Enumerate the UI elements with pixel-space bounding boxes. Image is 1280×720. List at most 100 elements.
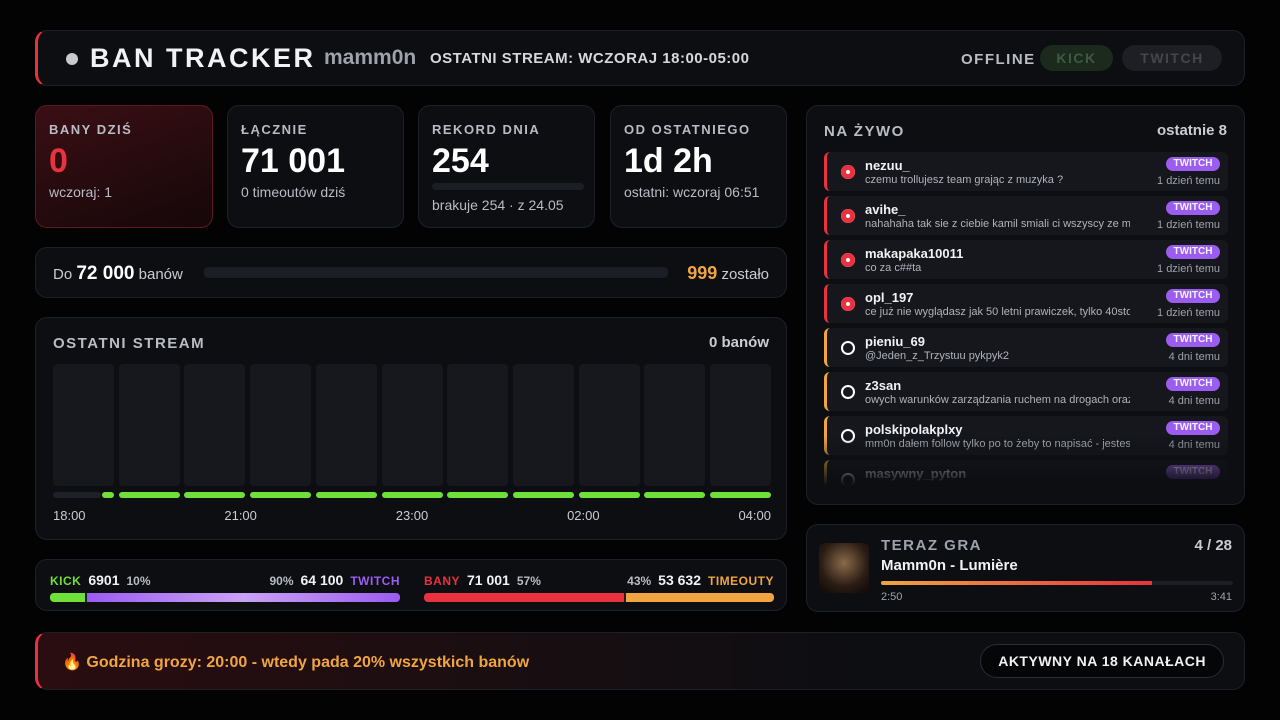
ban-icon [841, 209, 855, 223]
np-duration: 3:41 [1210, 591, 1232, 603]
stream-column [447, 364, 509, 486]
split-left-label: BANY [424, 574, 461, 588]
np-position: 4 / 28 [1194, 537, 1232, 554]
ban-user: nezuu_ [865, 158, 910, 173]
live-title: NA ŻYWO [824, 123, 905, 140]
ban-user: z3san [865, 378, 902, 393]
platform-pill[interactable]: TWITCH [1122, 45, 1222, 71]
stream-activity [710, 492, 771, 498]
x-label: 04:00 [738, 508, 771, 523]
np-title: TERAZ GRA [881, 537, 982, 554]
header: BAN TRACKER mamm0n OSTATNI STREAM: WCZOR… [35, 30, 1245, 86]
goal-prefix: Do [53, 266, 73, 283]
stream-activity [102, 492, 114, 498]
stream-activity [315, 492, 377, 498]
stream-title: OSTATNI STREAM [53, 335, 206, 352]
goal-track [204, 267, 668, 278]
goal-suffix: banów [138, 266, 183, 283]
split-right [625, 593, 774, 602]
split-left-label: KICK [50, 574, 82, 588]
stream-column [512, 364, 574, 486]
split-labels: KICK 6901 10% 90% 64 100 TWITCH [50, 572, 400, 588]
live-list: nezuu_ czemu trollujesz team grając z muz… [824, 152, 1228, 486]
channels[interactable]: AKTYWNY NA 18 KANAŁACH [980, 644, 1224, 678]
stream-activity [250, 492, 312, 498]
split-left [424, 593, 624, 602]
stream-activity [447, 492, 509, 498]
platform-badge: TWITCH [1166, 421, 1220, 435]
stream-activity-track [53, 492, 101, 498]
platform-pill[interactable]: KICK [1040, 45, 1113, 71]
stream-column [710, 364, 771, 486]
ban-icon [841, 165, 855, 179]
status: OFFLINE [961, 51, 1036, 68]
stream-column [381, 364, 443, 486]
split-left-value: 6901 [88, 572, 120, 588]
stream-column [53, 364, 114, 486]
stream-activity [578, 492, 640, 498]
live-card: NA ŻYWO ostatnie 8 nezuu_ czemu trollujes… [806, 105, 1245, 505]
ban-icon [841, 253, 855, 267]
platform-badge: TWITCH [1166, 289, 1220, 303]
stream-activity [118, 492, 180, 498]
app-title: BAN TRACKER [90, 43, 316, 73]
splits-card: KICK 6901 10% 90% 64 100 TWITCH BANY 71 001 57% 4… [35, 559, 787, 611]
ban-message: co za c##ta [865, 262, 922, 274]
stat-card: BANY DZIŚ 0 wczoraj: 1 [35, 105, 213, 228]
stream-card: OSTATNI STREAM 0 banów 18:00 21:00 23:00 02… [35, 317, 787, 540]
split-right-pct: 43% [627, 574, 652, 588]
ban-time: 1 dzień temu [1157, 263, 1220, 275]
ban-user: makapaka10011 [865, 246, 964, 261]
stream-activity [512, 492, 574, 498]
x-label: 02:00 [567, 508, 600, 523]
stream-column [250, 364, 312, 486]
stream-count: 0 banów [708, 334, 769, 351]
ban-time: 1 dzień temu [1157, 307, 1220, 319]
ban-message: nahahaha tak sie z ciebie kamil smiali c… [865, 218, 1130, 230]
x-label: 18:00 [53, 508, 86, 523]
stream-x-labels: 18:00 21:00 23:00 02:00 04:00 [53, 508, 771, 523]
ban-user: polskipolakplxy [865, 422, 963, 437]
ban-icon [841, 341, 855, 355]
ban-user: opl_197 [865, 290, 914, 305]
ban-time: 4 dni temu [1168, 439, 1220, 451]
np-track: Mamm0n - Lumière [881, 557, 1018, 574]
footer-text: 🔥 Godzina grozy: 20:00 - wtedy pada 20% … [62, 654, 530, 671]
platform-badge: TWITCH [1166, 333, 1220, 347]
stream-activity [184, 492, 246, 498]
live-subtitle: ostatnie 8 [1156, 122, 1227, 139]
ban-row: pieniu_69 @Jeden_z_Trzystuu pykpyk2 TWITCH… [824, 328, 1228, 367]
ban-time: 1 dzień temu [1157, 219, 1220, 231]
np-elapsed: 2:50 [881, 591, 903, 603]
stat-label: OD OSTATNIEGO [624, 122, 751, 137]
record-track [432, 183, 584, 190]
ban-message: @Jeden_z_Trzystuu pykpyk2 [865, 350, 1010, 362]
split-left [50, 593, 85, 602]
x-label: 23:00 [395, 508, 429, 523]
stat-label: ŁĄCZNIE [241, 122, 308, 137]
platform-badge: TWITCH [1166, 377, 1220, 391]
ban-row: makapaka10011 co za c##ta TWITCH 1 dzień te… [824, 240, 1228, 279]
last-stream: OSTATNI STREAM: WCZORAJ 18:00-05:00 [430, 50, 750, 67]
stream-column [184, 364, 246, 486]
ban-message: owych warunków zarządzania ruchem na dro… [865, 394, 1130, 406]
now-playing: TERAZ GRA 4 / 28 Mamm0n - Lumière 2:50 3… [806, 524, 1245, 612]
footer: 🔥 Godzina grozy: 20:00 - wtedy pada 20% … [35, 632, 1245, 690]
ban-row: masywny_pyton TWITCH [824, 460, 1228, 486]
goal-card: Do 72 000 banów 999 zostało [35, 247, 787, 298]
ban-user: masywny_pyton [865, 466, 967, 481]
split-left-value: 71 001 [467, 572, 510, 588]
platform-badge: TWITCH [1166, 201, 1220, 215]
stat-card: OD OSTATNIEGO 1d 2h ostatni: wczoraj 06:51 [610, 105, 787, 228]
ban-icon [841, 429, 855, 443]
stat-card: REKORD DNIA 254 brakuje 254 · z 24.05 [418, 105, 595, 228]
ban-time: 1 dzień temu [1157, 175, 1220, 187]
split-right-value: 64 100 [300, 572, 344, 588]
stream-column [644, 364, 706, 486]
ban-message: czemu trollujesz team grając z muzyka ? [865, 174, 1064, 186]
stream-column [315, 364, 377, 486]
stat-value: 1d 2h [624, 142, 713, 180]
split-right-label: TIMEOUTY [708, 574, 774, 588]
